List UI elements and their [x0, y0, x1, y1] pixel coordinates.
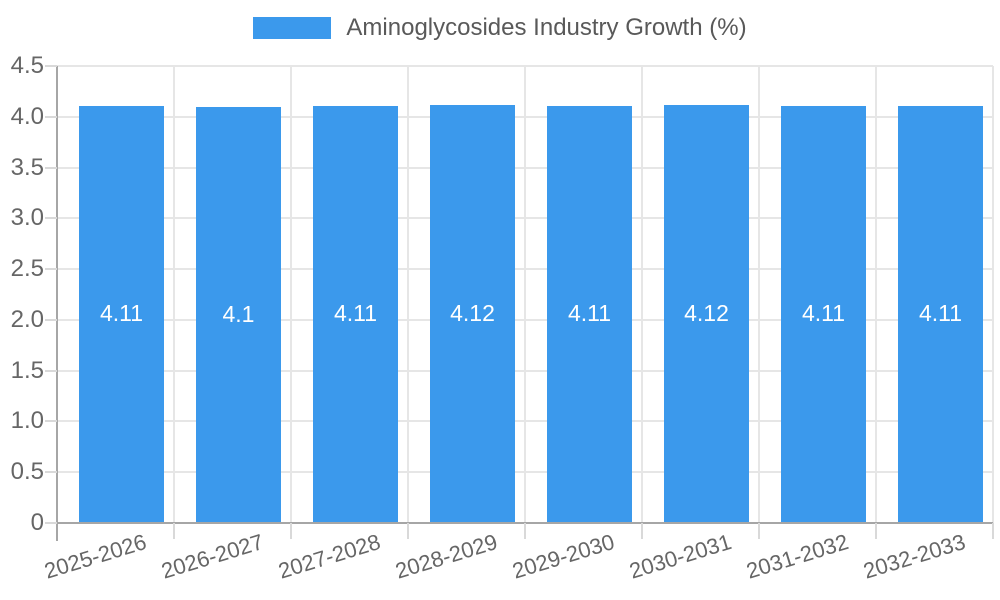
v-gridline	[173, 66, 175, 523]
plot-area: 4.11 4.1 4.11 4.12 4.11 4.12 4.11 4.11	[56, 65, 994, 541]
bar-value-label: 4.12	[450, 299, 495, 326]
x-tick-mark	[758, 523, 760, 539]
v-gridline	[524, 66, 526, 523]
bar[interactable]: 4.12	[664, 104, 749, 523]
x-tick-mark	[524, 523, 526, 539]
y-tick-mark	[45, 115, 57, 118]
y-tick-label: 0.5	[10, 458, 44, 486]
x-tick-mark	[407, 523, 409, 539]
y-tick-mark	[45, 166, 57, 169]
chart-title[interactable]: Aminoglycosides Industry Growth (%)	[346, 14, 747, 41]
bar-value-label: 4.1	[222, 300, 255, 327]
y-tick-label: 1.5	[10, 356, 44, 384]
y-tick-label: 0	[30, 509, 44, 536]
v-gridline	[875, 66, 877, 523]
y-tick-label: 4.0	[10, 102, 44, 130]
y-tick-mark	[45, 522, 57, 524]
y-tick-mark	[45, 420, 57, 423]
bar[interactable]: 4.12	[430, 104, 515, 523]
legend: Aminoglycosides Industry Growth (%)	[0, 14, 1000, 42]
y-axis-line	[56, 66, 58, 541]
v-gridline	[290, 66, 292, 523]
y-tick-mark	[45, 268, 57, 271]
y-tick-label: 3.0	[10, 204, 44, 232]
x-tick-mark	[992, 523, 994, 539]
y-tick-label: 3.5	[10, 153, 44, 181]
bar-value-label: 4.11	[918, 300, 963, 327]
y-tick-label: 4.5	[10, 52, 44, 79]
bar-value-label: 4.11	[567, 300, 612, 327]
y-tick-label: 1.0	[10, 407, 44, 435]
y-tick-mark	[45, 471, 57, 474]
bar-value-label: 4.12	[684, 299, 729, 326]
x-tick-mark	[173, 523, 175, 539]
bar-value-label: 4.11	[801, 300, 846, 327]
x-tick-mark	[290, 523, 292, 539]
y-tick-label: 2.5	[10, 255, 44, 283]
y-tick-mark	[45, 65, 57, 67]
bar[interactable]: 4.11	[79, 105, 164, 523]
v-gridline	[407, 66, 409, 523]
v-gridline	[992, 66, 994, 523]
bar[interactable]: 4.1	[196, 106, 281, 523]
bar[interactable]: 4.11	[547, 105, 632, 523]
y-tick-mark	[45, 369, 57, 372]
y-tick-mark	[45, 318, 57, 321]
legend-swatch[interactable]	[253, 17, 332, 39]
bar[interactable]: 4.11	[313, 105, 398, 523]
bar-value-label: 4.11	[333, 300, 378, 327]
bar[interactable]: 4.11	[781, 105, 866, 523]
bar-value-label: 4.11	[99, 300, 144, 327]
y-tick-label: 2.0	[10, 305, 44, 333]
x-tick-mark	[875, 523, 877, 539]
bar[interactable]: 4.11	[898, 105, 983, 523]
v-gridline	[641, 66, 643, 523]
x-tick-mark	[641, 523, 643, 539]
v-gridline	[758, 66, 760, 523]
y-tick-mark	[45, 217, 57, 220]
